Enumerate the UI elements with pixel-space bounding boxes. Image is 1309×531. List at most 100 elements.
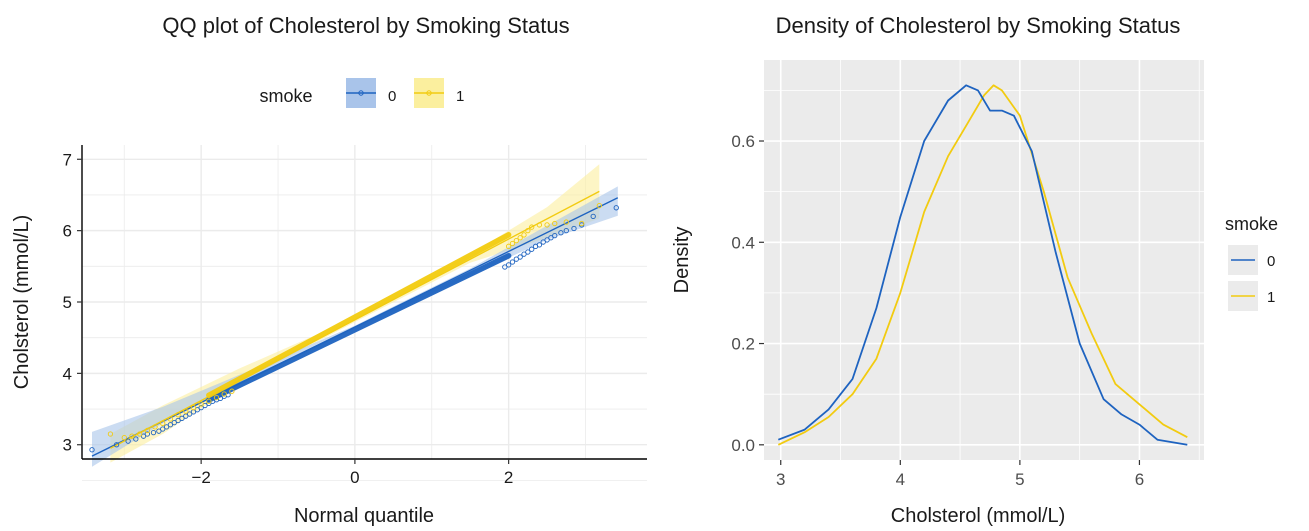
qq-point-smoke-0 [544, 237, 550, 243]
qq-legend-point-0 [358, 90, 364, 96]
qq-point-smoke-0 [156, 428, 162, 434]
qq-point-smoke-0 [613, 205, 619, 211]
qq-point-smoke-1 [160, 420, 166, 426]
density-x-tick-label: 5 [1015, 470, 1024, 489]
qq-y-tick-label: 7 [63, 150, 72, 169]
qq-plot: QQ plot of Cholesterol by Smoking Status… [11, 13, 647, 527]
qq-point-smoke-0 [509, 259, 516, 265]
qq-point-smoke-1 [521, 232, 527, 238]
qq-point-smoke-1 [198, 401, 204, 407]
qq-x-tick-label: 0 [350, 468, 359, 487]
qq-point-smoke-0 [183, 413, 189, 419]
density-legend: smoke 0 1 [1225, 214, 1278, 311]
qq-point-smoke-1 [509, 240, 516, 247]
qq-point-smoke-1 [529, 224, 535, 230]
qq-y-tick-label: 5 [63, 293, 72, 312]
qq-point-smoke-0 [160, 426, 166, 432]
density-lines [777, 84, 1188, 446]
density-legend-label-1: 1 [1267, 289, 1275, 306]
qq-point-smoke-1 [121, 434, 127, 441]
qq-point-smoke-1 [107, 431, 114, 437]
qq-point-smoke-0 [563, 227, 569, 234]
qq-legend-point-1 [426, 90, 432, 96]
qq-point-smoke-0 [540, 239, 546, 245]
qq-point-smoke-0 [140, 433, 147, 439]
density-y-tick-label: 0.2 [731, 335, 755, 354]
density-y-tick-label: 0.0 [731, 436, 755, 455]
qq-point-smoke-0 [194, 407, 200, 413]
qq-x-tick-label: 2 [504, 468, 513, 487]
qq-point-smoke-0 [144, 431, 150, 437]
qq-y-label: Cholsterol (mmol/L) [11, 215, 33, 389]
qq-ticks: −2 0 2 3 4 5 6 7 [63, 150, 514, 487]
qq-point-smoke-0 [89, 447, 95, 453]
qq-point-smoke-0 [529, 246, 535, 252]
qq-point-track-smoke-0 [206, 252, 512, 403]
qq-points [89, 203, 619, 453]
qq-point-smoke-0 [513, 256, 519, 262]
qq-point-smoke-0 [225, 392, 231, 398]
qq-point-smoke-0 [198, 404, 204, 411]
qq-point-smoke-0 [505, 262, 512, 268]
qq-point-smoke-0 [206, 400, 212, 406]
qq-legend-label-0: 0 [388, 88, 396, 105]
density-line-smoke-1 [777, 84, 1188, 446]
density-legend-label-0: 0 [1267, 253, 1275, 270]
qq-point-smoke-0 [133, 436, 139, 442]
qq-x-label: Normal quantile [294, 505, 434, 527]
qq-point-smoke-0 [558, 230, 564, 236]
qq-y-tick-label: 4 [63, 364, 72, 383]
qq-point-smoke-1 [221, 391, 227, 397]
density-x-label: Cholsterol (mmol/L) [891, 505, 1065, 527]
qq-point-track-smoke-1 [206, 232, 512, 399]
qq-point-smoke-1 [229, 388, 235, 394]
density-x-tick-label: 3 [776, 470, 785, 489]
qq-point-smoke-1 [190, 404, 197, 411]
qq-point-smoke-0 [150, 429, 157, 436]
qq-point-smoke-1 [517, 235, 523, 241]
qq-point-smoke-0 [521, 251, 527, 257]
qq-point-smoke-0 [113, 442, 120, 448]
qq-x-tick-label: −2 [191, 468, 210, 487]
qq-legend-title: smoke [259, 86, 312, 106]
qq-point-smoke-0 [571, 225, 577, 232]
density-y-tick-label: 0.6 [731, 132, 755, 151]
density-x-tick-label: 6 [1135, 470, 1144, 489]
qq-band-smoke-1 [110, 164, 600, 463]
density-x-tick-label: 4 [896, 470, 905, 489]
qq-point-smoke-0 [125, 438, 131, 444]
qq-point-smoke-0 [186, 411, 193, 417]
qq-y-tick-label: 3 [63, 436, 72, 455]
qq-point-smoke-1 [579, 220, 585, 227]
qq-point-smoke-1 [183, 408, 189, 414]
density-legend-title: smoke [1225, 214, 1278, 234]
qq-point-smoke-1 [144, 427, 150, 434]
qq-point-smoke-0 [590, 213, 596, 220]
density-line-smoke-0 [777, 84, 1188, 446]
qq-point-smoke-1 [129, 433, 135, 439]
qq-point-smoke-1 [596, 203, 602, 209]
qq-point-smoke-1 [175, 412, 181, 418]
qq-point-smoke-1 [552, 220, 558, 227]
density-plot: Density of Cholesterol by Smoking Status… [671, 13, 1278, 527]
qq-point-smoke-0 [179, 415, 185, 421]
qq-point-smoke-0 [525, 249, 531, 255]
density-y-label: Density [671, 227, 693, 294]
qq-point-smoke-0 [552, 232, 558, 239]
qq-point-smoke-0 [163, 424, 170, 430]
qq-point-smoke-1 [167, 416, 174, 422]
qq-point-smoke-1 [213, 394, 220, 401]
qq-point-smoke-1 [536, 222, 543, 228]
qq-point-smoke-0 [502, 264, 508, 270]
qq-legend-label-1: 1 [456, 88, 464, 105]
qq-point-smoke-1 [137, 431, 143, 437]
qq-point-smoke-1 [525, 227, 531, 234]
qq-y-tick-label: 6 [63, 222, 72, 241]
qq-point-smoke-0 [175, 417, 181, 424]
qq-point-smoke-1 [206, 398, 212, 404]
qq-point-smoke-0 [171, 419, 177, 426]
qq-title: QQ plot of Cholesterol by Smoking Status [162, 13, 569, 38]
qq-point-smoke-1 [563, 219, 569, 225]
qq-point-smoke-0 [517, 254, 523, 260]
